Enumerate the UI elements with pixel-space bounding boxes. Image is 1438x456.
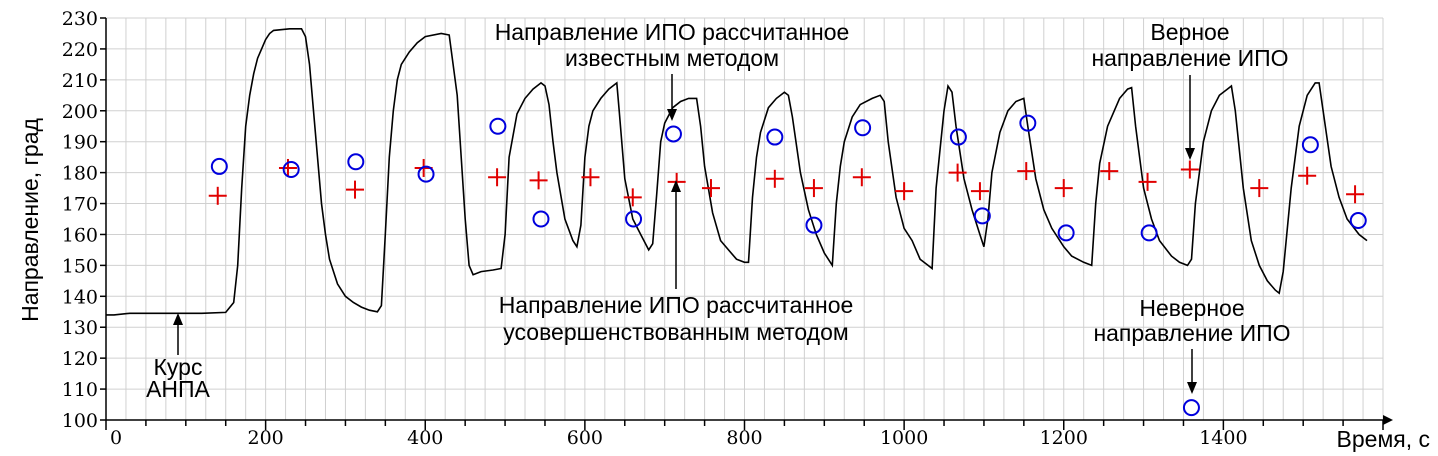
grid: [105, 17, 1384, 421]
y-tick-label: 180: [62, 163, 98, 185]
annotation-arrow-head: [667, 109, 677, 121]
circle-point: [1057, 224, 1075, 242]
circle-point: [1140, 224, 1158, 242]
circle-point: [532, 210, 550, 228]
plus-point: [346, 180, 365, 199]
annotation-text: направление ИПО: [1091, 45, 1288, 71]
y-tick-label: 210: [62, 70, 98, 92]
circle-point: [1349, 212, 1367, 230]
circle-point: [489, 117, 507, 135]
y-tick-label: 200: [62, 101, 98, 123]
plus-point: [895, 182, 914, 201]
circle-point: [347, 153, 365, 171]
circle-point: [1019, 114, 1037, 132]
annotation-text: Направление ИПО рассчитанное: [499, 292, 854, 318]
annotation-text: Курс: [154, 354, 203, 380]
x-tick-label: 400: [407, 427, 443, 449]
y-tick-label: 100: [62, 410, 98, 432]
heading-curve: [106, 28, 1368, 316]
circle-point: [625, 210, 643, 228]
circle-point: [949, 128, 967, 146]
annotation-text: усовершенствованным методом: [503, 319, 848, 345]
plus-point: [1017, 162, 1036, 181]
series-group: [106, 28, 1368, 417]
circle-point: [664, 125, 682, 143]
plus-point: [1298, 166, 1317, 185]
plus-point: [948, 163, 967, 182]
x-axis-arrow: [1383, 415, 1393, 425]
plus-point: [852, 168, 871, 187]
x-tick-label: 1200: [1040, 427, 1088, 449]
plus-point: [765, 169, 784, 188]
circle-point: [766, 128, 784, 146]
plus-point: [529, 171, 548, 190]
x-tick-label: 1000: [880, 427, 928, 449]
annotation-arrow-head: [173, 313, 183, 325]
y-tick-label: 120: [62, 348, 98, 370]
plus-point: [488, 168, 507, 187]
y-tick-label: 130: [62, 317, 98, 339]
annotation: Направление ИПО рассчитанноеусовершенств…: [499, 180, 854, 345]
annotation-arrow-head: [1185, 148, 1195, 160]
x-axis-label: Время, с: [1337, 426, 1430, 452]
circle-point: [417, 165, 435, 183]
annotation-text: Неверное: [1139, 295, 1244, 321]
plus-point: [581, 168, 600, 187]
plus-point: [1180, 160, 1199, 179]
circle-point: [854, 119, 872, 137]
circle-point: [805, 216, 823, 234]
y-tick-label: 160: [62, 224, 98, 246]
circle-point: [1182, 399, 1200, 417]
plus-point: [1250, 179, 1269, 198]
x-tick-label: 800: [726, 427, 762, 449]
plus-point: [1054, 179, 1073, 198]
plus-point: [623, 188, 642, 207]
plus-point: [701, 179, 720, 198]
tick-labels: 0 200 400 600 800 1000 1200 1400 100 110 120 130 140…: [62, 8, 1248, 449]
x-tick-label: 600: [567, 427, 603, 449]
annotation-text: известным методом: [565, 45, 779, 71]
x-tick-label: 200: [247, 427, 283, 449]
annotation-text: АНПА: [146, 376, 210, 402]
plus-point: [804, 179, 823, 198]
y-tick-label: 170: [62, 194, 98, 216]
circle-point: [210, 157, 228, 175]
annotation-text: направление ИПО: [1093, 320, 1290, 346]
y-tick-label: 190: [62, 132, 98, 154]
annotation-text: Направление ИПО рассчитанное: [495, 19, 850, 45]
annotation-text: Верное: [1150, 19, 1229, 45]
plus-point: [1138, 172, 1157, 191]
y-tick-label: 110: [62, 379, 98, 401]
circle-point: [1301, 136, 1319, 154]
y-tick-label: 220: [62, 39, 98, 61]
y-tick-label: 230: [62, 8, 98, 30]
circle-point: [973, 207, 991, 225]
annotation-arrow-head: [1187, 382, 1197, 394]
axes: [100, 17, 1393, 430]
plus-point: [1100, 162, 1119, 181]
x-tick-label: 1400: [1199, 427, 1247, 449]
y-tick-label: 140: [62, 286, 98, 308]
plus-point: [1346, 185, 1365, 204]
y-tick-label: 150: [62, 255, 98, 277]
annotation-arrow-head: [671, 180, 681, 192]
plus-point: [208, 186, 227, 205]
y-axis-label: Направление, град: [17, 117, 43, 321]
plus-point: [970, 182, 989, 201]
circle-point: [282, 161, 300, 179]
x-tick-label: 0: [110, 427, 122, 449]
